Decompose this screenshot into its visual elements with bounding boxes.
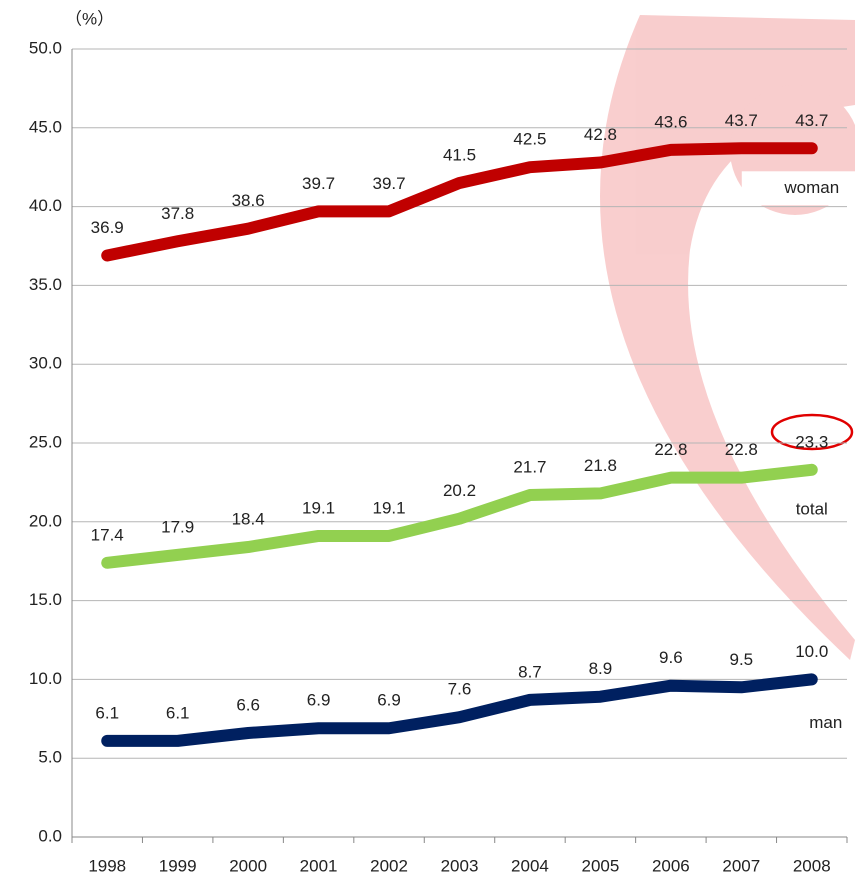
y-axis-label: （%） xyxy=(65,9,114,28)
x-tick-label: 1998 xyxy=(88,856,126,875)
data-label: 6.1 xyxy=(95,703,119,722)
y-tick-label: 50.0 xyxy=(29,38,62,57)
grid xyxy=(72,48,847,838)
data-label: 39.7 xyxy=(372,174,405,193)
data-label: 42.8 xyxy=(584,125,617,144)
data-label: 6.1 xyxy=(166,703,190,722)
line xyxy=(101,463,818,569)
data-label: 41.5 xyxy=(443,145,476,164)
data-label: 21.8 xyxy=(584,456,617,475)
data-label: 10.0 xyxy=(795,642,828,661)
data-label: 38.6 xyxy=(232,191,265,210)
y-tick-label: 45.0 xyxy=(29,117,62,136)
y-tick-label: 10.0 xyxy=(29,669,62,688)
y-tick-label: 5.0 xyxy=(38,748,62,767)
data-label: 6.9 xyxy=(377,691,401,710)
data-label: 9.6 xyxy=(659,648,683,667)
x-tick-label: 2004 xyxy=(511,856,549,875)
y-tick-label: 30.0 xyxy=(29,354,62,373)
data-label: 39.7 xyxy=(302,174,335,193)
data-label: 8.7 xyxy=(518,662,542,681)
data-label: 17.9 xyxy=(161,517,194,536)
x-tick-label: 2007 xyxy=(722,856,760,875)
data-label: 43.7 xyxy=(795,111,828,130)
data-label: 43.6 xyxy=(654,112,687,131)
legend-label: total xyxy=(796,499,828,518)
data-label: 17.4 xyxy=(91,525,124,544)
x-tick-label: 2002 xyxy=(370,856,408,875)
highlight-circle xyxy=(770,413,854,451)
data-label: 18.4 xyxy=(232,510,265,529)
y-tick-label: 40.0 xyxy=(29,196,62,215)
x-tick-label: 2003 xyxy=(441,856,479,875)
y-tick-label: 0.0 xyxy=(38,826,62,845)
label-background xyxy=(741,171,855,206)
line xyxy=(101,673,818,747)
data-label: 36.9 xyxy=(91,218,124,237)
line xyxy=(101,142,818,262)
y-tick-label: 20.0 xyxy=(29,511,62,530)
data-label: 23.3 xyxy=(795,432,828,451)
x-tick-label: 2008 xyxy=(793,856,831,875)
legend-label: woman xyxy=(783,178,839,197)
data-label: 37.8 xyxy=(161,204,194,223)
data-label: 20.2 xyxy=(443,481,476,500)
y-tick-label: 25.0 xyxy=(29,432,62,451)
data-label: 6.6 xyxy=(236,695,260,714)
x-tick-label: 2005 xyxy=(581,856,619,875)
data-label: 22.8 xyxy=(654,440,687,459)
data-label: 8.9 xyxy=(589,659,613,678)
x-tick-label: 2006 xyxy=(652,856,690,875)
legend-label: man xyxy=(809,713,842,732)
y-tick-label: 35.0 xyxy=(29,275,62,294)
x-tick-label: 1999 xyxy=(159,856,197,875)
data-label: 6.9 xyxy=(307,691,331,710)
data-label: 42.5 xyxy=(513,130,546,149)
data-label: 9.5 xyxy=(729,650,753,669)
data-label: 21.7 xyxy=(513,457,546,476)
data-label: 22.8 xyxy=(725,440,758,459)
x-tick-label: 2001 xyxy=(300,856,338,875)
data-label: 19.1 xyxy=(372,498,405,517)
data-label: 43.7 xyxy=(725,111,758,130)
data-label: 19.1 xyxy=(302,498,335,517)
data-label: 7.6 xyxy=(448,680,472,699)
y-tick-label: 15.0 xyxy=(29,590,62,609)
x-tick-label: 2000 xyxy=(229,856,267,875)
